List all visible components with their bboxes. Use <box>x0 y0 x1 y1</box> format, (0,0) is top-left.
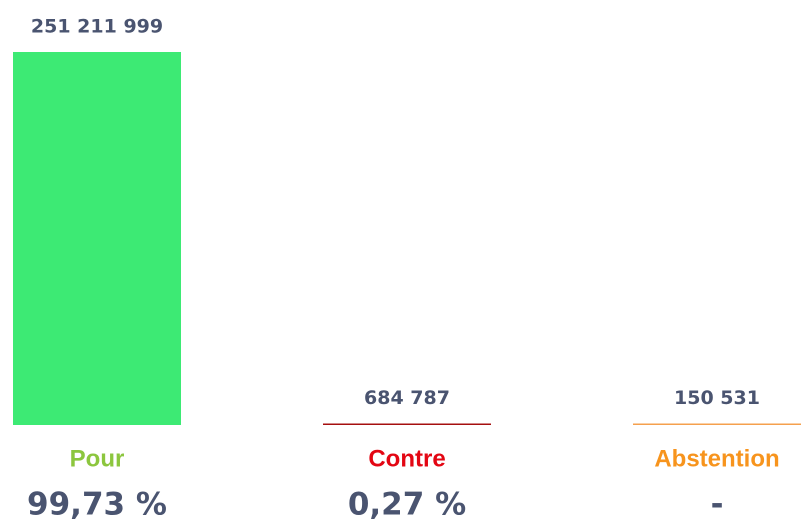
bar <box>633 423 801 425</box>
value-label: 150 531 <box>674 387 760 409</box>
bar <box>323 423 491 425</box>
share-label: 99,73 % <box>27 487 167 523</box>
category-label: Pour <box>70 445 125 472</box>
share-label: 0,27 % <box>348 487 466 523</box>
category-label: Contre <box>368 445 445 472</box>
value-label: 251 211 999 <box>31 16 163 38</box>
value-label: 684 787 <box>364 387 450 409</box>
share-label: - <box>711 487 724 523</box>
category-label: Abstention <box>654 445 779 472</box>
bar <box>13 52 181 425</box>
